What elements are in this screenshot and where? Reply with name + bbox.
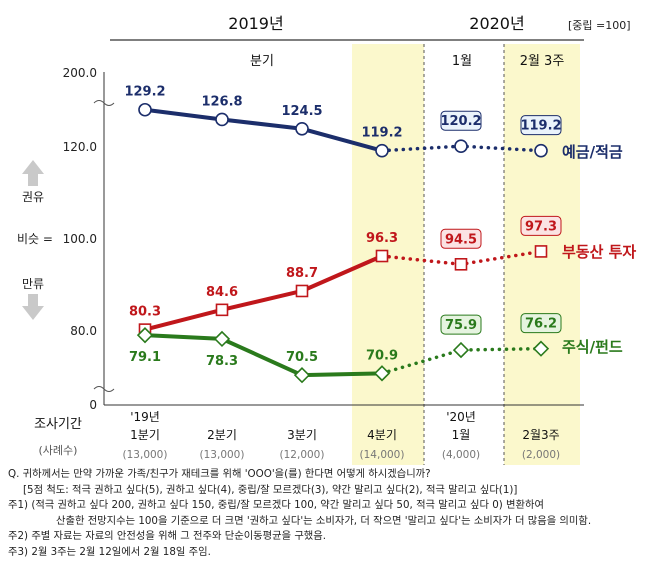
note-2: 주2) 주별 자료는 자료의 안전성을 위해 그 전주와 단순이동평균을 구했음… xyxy=(8,530,327,543)
series-legend-label: 주식/펀드 xyxy=(562,338,623,356)
data-label: 75.9 xyxy=(445,318,477,333)
data-label: 80.3 xyxy=(129,305,161,320)
x-tick-label: 3분기 xyxy=(287,428,317,442)
series-legend-label: 부동산 투자 xyxy=(562,243,636,261)
x-tick-label: 1월 xyxy=(452,428,471,442)
data-label: 78.3 xyxy=(206,354,238,369)
arrow-down-icon xyxy=(22,294,44,320)
y-label-up: 권유 xyxy=(22,190,44,204)
data-label: 84.6 xyxy=(206,285,238,300)
data-label: 119.2 xyxy=(361,126,402,141)
data-label: 79.1 xyxy=(129,350,161,365)
data-point xyxy=(215,303,229,317)
data-label: 76.2 xyxy=(525,317,557,332)
sample-size-label: (13,000) xyxy=(200,449,245,461)
note-1-cont: 산출한 전망지수는 100을 기준으로 더 크면 '권하고 싶다'는 소비자가,… xyxy=(56,514,592,527)
data-label: 97.3 xyxy=(525,219,557,234)
data-label: 96.3 xyxy=(366,231,398,246)
data-label-box xyxy=(520,115,562,136)
data-label: 88.7 xyxy=(286,266,318,281)
subheader-month: 1월 xyxy=(452,54,472,69)
data-label: 94.5 xyxy=(445,232,477,247)
note-scale: [5점 척도: 적극 권하고 싶다(5), 권하고 싶다(4), 중립/잘 모르… xyxy=(23,483,518,496)
note-question: Q. 귀하께서는 만약 가까운 가족/친구가 재테크를 위해 'OOO'을(를)… xyxy=(8,468,431,480)
series-legend-label: 예금/적금 xyxy=(562,143,623,161)
subheader-week: 2월 3주 xyxy=(520,54,565,69)
header-year-2020: 2020년 xyxy=(469,14,524,33)
data-label: 70.5 xyxy=(286,350,318,365)
data-point xyxy=(295,284,309,298)
series-line-solid xyxy=(144,107,383,153)
data-point xyxy=(375,143,389,158)
data-point xyxy=(215,112,229,127)
sample-size-label: (2,000) xyxy=(522,449,560,461)
data-point xyxy=(534,143,548,158)
note-3: 주3) 2월 3주는 2월 12일에서 2월 18일 주임. xyxy=(8,545,211,558)
header-year-2019: 2019년 xyxy=(228,14,283,33)
data-point xyxy=(532,340,550,357)
sample-size-label: (12,000) xyxy=(280,449,325,461)
data-label: 126.8 xyxy=(201,94,242,109)
data-label: 124.5 xyxy=(281,104,322,119)
data-point xyxy=(295,121,309,136)
data-label-box xyxy=(440,228,482,249)
sample-size-label: (14,000) xyxy=(360,449,405,461)
data-label-box xyxy=(440,314,482,335)
data-label: 129.2 xyxy=(124,85,165,100)
header-unit: [중립 =100] xyxy=(568,19,631,32)
y-tick-120: 120.0 xyxy=(63,140,97,154)
arrow-up-icon xyxy=(22,160,44,186)
y-label-mid: 비슷 = xyxy=(17,232,53,246)
data-point xyxy=(373,365,391,382)
series-line-dotted xyxy=(380,346,543,376)
data-point xyxy=(293,367,311,384)
data-label-box xyxy=(520,313,562,334)
data-label: 119.2 xyxy=(520,119,561,134)
data-label: 120.2 xyxy=(440,114,481,129)
sample-title: (사례수) xyxy=(39,444,78,457)
series-line-solid xyxy=(144,333,383,378)
data-point xyxy=(534,245,548,258)
data-point xyxy=(213,330,231,348)
x-axis-title: 조사기간 xyxy=(34,417,82,432)
data-point xyxy=(454,139,468,153)
x-label-line1: '20년 xyxy=(446,410,476,424)
data-label: 70.9 xyxy=(366,348,398,363)
notes: Q. 귀하께서는 만약 가까운 가족/친구가 재테크를 위해 'OOO'을(를)… xyxy=(8,467,644,561)
data-label-box xyxy=(440,110,482,131)
x-tick-label: 4분기 xyxy=(367,428,397,442)
sample-size-label: (13,000) xyxy=(123,449,168,461)
subheader-quarter: 분기 xyxy=(250,54,274,69)
data-point xyxy=(454,257,468,271)
data-label-box xyxy=(520,215,562,236)
data-point xyxy=(136,327,154,344)
x-tick-label: 2월3주 xyxy=(522,428,559,442)
axis-break-bottom xyxy=(93,386,115,392)
y-tick-200: 200.0 xyxy=(63,66,97,80)
data-point xyxy=(375,249,389,263)
note-1: 주1) (적극 권하고 싶다 200, 권하고 싶다 150, 중립/잘 모르겠… xyxy=(8,499,544,512)
x-tick-label: 2분기 xyxy=(207,428,237,442)
sample-size-label: (4,000) xyxy=(442,449,480,461)
y-tick-80: 80.0 xyxy=(70,324,97,338)
data-point xyxy=(138,102,152,117)
x-label-line1: '19년 xyxy=(130,410,160,424)
x-labels: '19년 1분기 (13,000) 2분기 (13,000) 3분기 (12,000) 4분기… xyxy=(123,410,561,461)
y-label-down: 만류 xyxy=(22,277,44,291)
y-tick-100: 100.0 xyxy=(63,232,97,246)
x-tick-label: 1분기 xyxy=(130,428,160,442)
series-line-solid xyxy=(144,254,383,332)
y-tick-0: 0 xyxy=(89,398,97,412)
data-point xyxy=(452,341,470,359)
chart: 2019년 2020년 [중립 =100] 분기 1월 2월 3주 200.0 … xyxy=(17,14,636,465)
axis-break-top xyxy=(93,100,115,106)
